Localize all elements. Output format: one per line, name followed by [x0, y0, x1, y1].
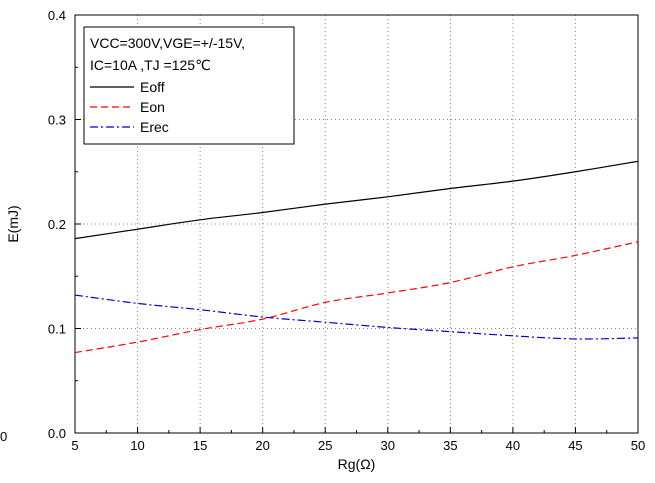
x-tick-label: 10	[130, 438, 144, 453]
conditions-line-2: IC=10A ,TJ =125℃	[90, 57, 211, 73]
x-tick-label: 25	[318, 438, 332, 453]
x-tick-label: 5	[71, 438, 78, 453]
y-tick-label: 0.2	[48, 217, 66, 232]
x-tick-label: 35	[443, 438, 457, 453]
legend-label-eon: Eon	[140, 99, 165, 115]
axis-ticks	[74, 14, 639, 434]
x-tick-label: 30	[381, 438, 395, 453]
x-tick-labels: 5 10 15 20 25 30 35 40 45 50	[71, 438, 645, 453]
x-tick-label: 50	[631, 438, 645, 453]
y-tick-label: 0.4	[48, 8, 66, 23]
series-line-eoff	[74, 160, 639, 240]
legend-label-erec: Erec	[140, 119, 169, 135]
y-axis-title: E(mJ)	[5, 205, 21, 242]
stray-zero-label: 0	[0, 429, 7, 444]
x-tick-label: 40	[506, 438, 520, 453]
y-tick-label: 0.0	[48, 426, 66, 441]
series-line-eon	[74, 241, 639, 354]
x-axis-title: Rg(Ω)	[338, 456, 376, 472]
legend-box	[83, 26, 295, 145]
legend-entries: Eoff Eon Erec	[90, 79, 169, 135]
x-tick-label: 45	[568, 438, 582, 453]
x-tick-label: 15	[193, 438, 207, 453]
y-tick-label: 0.3	[48, 113, 66, 128]
legend: VCC=300V,VGE=+/-15V, IC=10A ,TJ =125℃ Eo…	[83, 26, 295, 145]
grid-lines	[75, 15, 638, 433]
legend-label-eoff: Eoff	[140, 79, 165, 95]
y-tick-label: 0.1	[48, 322, 66, 337]
series-line-erec	[74, 294, 639, 340]
series-layer	[74, 160, 639, 354]
conditions-line-1: VCC=300V,VGE=+/-15V,	[90, 35, 245, 51]
x-tick-label: 20	[255, 438, 269, 453]
y-tick-labels: 0.0 0.1 0.2 0.3 0.4	[48, 8, 66, 441]
